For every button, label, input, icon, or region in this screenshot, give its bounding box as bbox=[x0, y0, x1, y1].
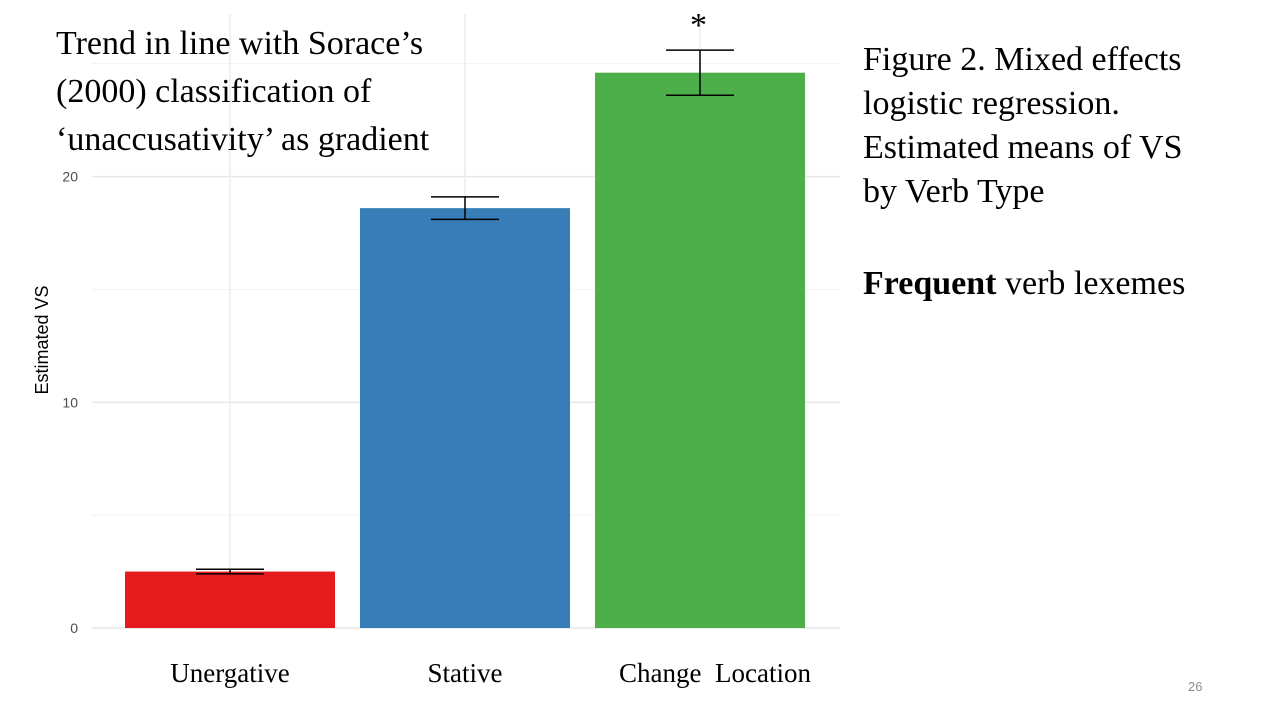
y-tick-label: 10 bbox=[62, 394, 78, 410]
frequent-rest-label: verb lexemes bbox=[996, 265, 1186, 302]
bar bbox=[125, 571, 335, 628]
caption-line-1: Figure 2. Mixed effects bbox=[863, 41, 1182, 78]
y-tick-label: 20 bbox=[62, 169, 78, 185]
x-category-label: Stative bbox=[428, 658, 503, 688]
trend-note-line-1: Trend in line with Sorace’s bbox=[56, 25, 424, 62]
y-tick-label: 0 bbox=[70, 620, 78, 636]
caption-line-4: by Verb Type bbox=[863, 173, 1045, 210]
caption-line-3: Estimated means of VS bbox=[863, 129, 1183, 166]
significance-star: * bbox=[690, 7, 707, 44]
trend-note-line-3: ‘unaccusativity’ as gradient bbox=[56, 121, 430, 158]
trend-note: Trend in line with Sorace’s (2000) class… bbox=[56, 20, 476, 164]
caption-line-2: logistic regression. bbox=[863, 85, 1120, 122]
bar bbox=[360, 208, 570, 628]
bar bbox=[595, 72, 805, 629]
figure-caption: Figure 2. Mixed effects logistic regress… bbox=[863, 38, 1223, 214]
frequent-verb-lexemes: Frequent verb lexemes bbox=[863, 262, 1185, 306]
x-category-label: Change Location bbox=[619, 658, 811, 688]
frequent-bold-label: Frequent bbox=[863, 265, 997, 302]
trend-note-line-2: (2000) classification of bbox=[56, 73, 372, 110]
slide-number: 26 bbox=[1188, 679, 1203, 694]
y-axis-title: Estimated VS bbox=[32, 285, 52, 394]
x-category-label: Unergative bbox=[170, 658, 289, 688]
